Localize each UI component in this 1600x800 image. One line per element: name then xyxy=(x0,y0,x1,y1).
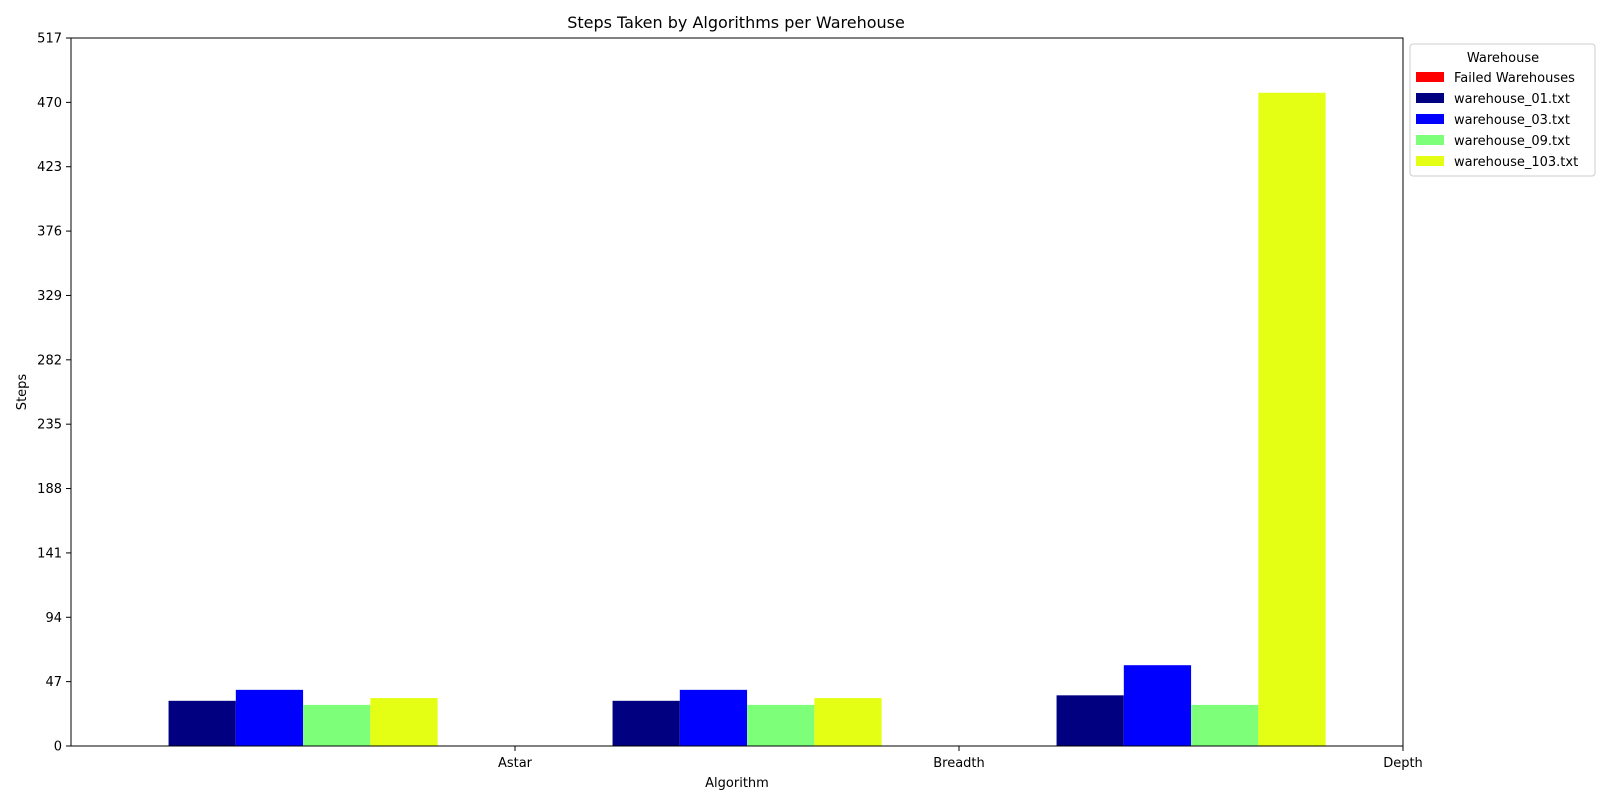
bar-warehouse-103-txt-astar xyxy=(370,698,438,746)
y-axis-label: Steps xyxy=(15,374,30,411)
bar-warehouse-03-txt-depth xyxy=(1123,665,1192,746)
bar-warehouse-01-txt-breadth xyxy=(612,700,680,746)
y-tick-label: 188 xyxy=(37,482,62,497)
bar-warehouse-09-txt-breadth xyxy=(747,704,815,746)
x-axis-label: Algorithm xyxy=(705,776,769,791)
bar-warehouse-03-txt-breadth xyxy=(679,689,748,746)
bars-group xyxy=(168,92,1326,746)
y-tick-label: 282 xyxy=(37,353,62,368)
y-tick-label: 94 xyxy=(45,611,62,626)
legend-label: warehouse_03.txt xyxy=(1454,113,1570,128)
y-tick-label: 329 xyxy=(37,289,62,304)
legend-swatch xyxy=(1416,135,1444,145)
x-tick-label: Depth xyxy=(1383,756,1423,771)
y-tick-label: 47 xyxy=(45,675,62,690)
legend-swatch xyxy=(1416,93,1444,103)
bar-warehouse-03-txt-astar xyxy=(235,689,304,746)
x-tick-label: Breadth xyxy=(933,756,985,771)
y-tick-label: 141 xyxy=(37,546,62,561)
y-tick-label: 0 xyxy=(54,740,62,755)
legend: Warehouse Failed Warehouses warehouse_01.… xyxy=(1409,43,1596,177)
y-axis: 0 47 94 141 188 235 282 329 376 423 470 517 xyxy=(37,32,71,755)
y-tick-label: 376 xyxy=(37,225,62,240)
bar-warehouse-01-txt-depth xyxy=(1056,695,1124,746)
legend-title: Warehouse xyxy=(1467,51,1539,66)
bar-warehouse-09-txt-depth xyxy=(1191,704,1259,746)
bar-warehouse-103-txt-breadth xyxy=(814,698,882,746)
y-tick-label: 423 xyxy=(37,160,62,175)
legend-label: Failed Warehouses xyxy=(1454,71,1575,86)
y-tick-label: 470 xyxy=(37,96,62,111)
bar-warehouse-09-txt-astar xyxy=(303,704,371,746)
y-tick-label: 517 xyxy=(37,32,62,47)
legend-swatch xyxy=(1416,72,1444,82)
legend-label: warehouse_103.txt xyxy=(1454,155,1578,170)
x-axis: Astar Breadth Depth xyxy=(498,746,1423,771)
legend-items: Failed Warehouses warehouse_01.txtwarehou… xyxy=(1416,71,1578,170)
legend-label: warehouse_09.txt xyxy=(1454,134,1570,149)
legend-swatch xyxy=(1416,156,1444,166)
legend-swatch xyxy=(1416,114,1444,124)
y-tick-label: 235 xyxy=(37,418,62,433)
x-tick-label: Astar xyxy=(498,756,533,771)
chart-title: Steps Taken by Algorithms per Warehouse xyxy=(567,13,905,32)
bar-warehouse-103-txt-depth xyxy=(1258,92,1326,746)
plot-frame xyxy=(70,37,1404,747)
bar-warehouse-01-txt-astar xyxy=(168,700,236,746)
legend-label: warehouse_01.txt xyxy=(1454,92,1570,107)
legend-box xyxy=(1409,43,1596,177)
